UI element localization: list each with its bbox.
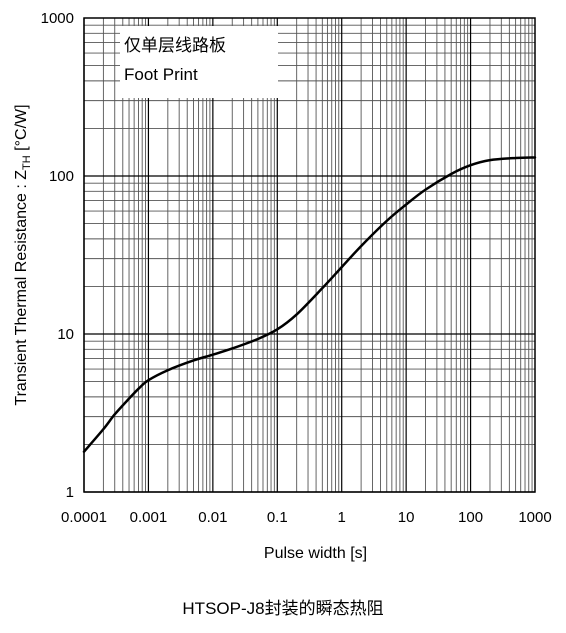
annotation-line-board: 仅单层线路板 xyxy=(124,36,226,55)
annotation-box: 仅单层线路板 Foot Print xyxy=(120,26,278,98)
x-tick-label: 100 xyxy=(458,509,483,526)
y-tick-labels: 1 10 100 1000 xyxy=(41,10,74,501)
plot-frame xyxy=(83,17,536,493)
y-tick-label: 10 xyxy=(57,326,74,343)
series-line-zth xyxy=(82,156,537,453)
x-tick-label: 0.01 xyxy=(198,509,227,526)
y-tick-label: 1000 xyxy=(41,10,74,27)
x-tick-labels: 0.0001 0.001 0.01 0.1 1 10 100 1000 xyxy=(61,509,552,526)
thermal-resistance-chart: 仅单层线路板 Foot Print 0.0001 0.001 0.01 0.1 1 10 1… xyxy=(13,10,552,562)
y-axis-label-subscript: TH xyxy=(21,155,33,170)
x-tick-label: 1000 xyxy=(518,509,551,526)
annotation-line-footprint: Foot Print xyxy=(124,65,198,84)
y-axis-label: Transient Thermal Resistance : ZTH [°C/W… xyxy=(13,104,33,405)
figure-caption: HTSOP-J8封装的瞬态热阻 xyxy=(182,599,384,618)
y-tick-label: 1 xyxy=(66,484,74,501)
x-axis-label: Pulse width [s] xyxy=(264,545,367,562)
x-tick-label: 10 xyxy=(398,509,415,526)
x-tick-label: 0.001 xyxy=(130,509,168,526)
y-axis-label-main: Transient Thermal Resistance : Z xyxy=(13,170,30,406)
annotation-background xyxy=(120,26,278,98)
x-tick-label: 1 xyxy=(338,509,346,526)
y-tick-label: 100 xyxy=(49,168,74,185)
x-tick-label: 0.1 xyxy=(267,509,288,526)
x-tick-label: 0.0001 xyxy=(61,509,107,526)
y-axis-label-unit: [°C/W] xyxy=(13,104,30,155)
